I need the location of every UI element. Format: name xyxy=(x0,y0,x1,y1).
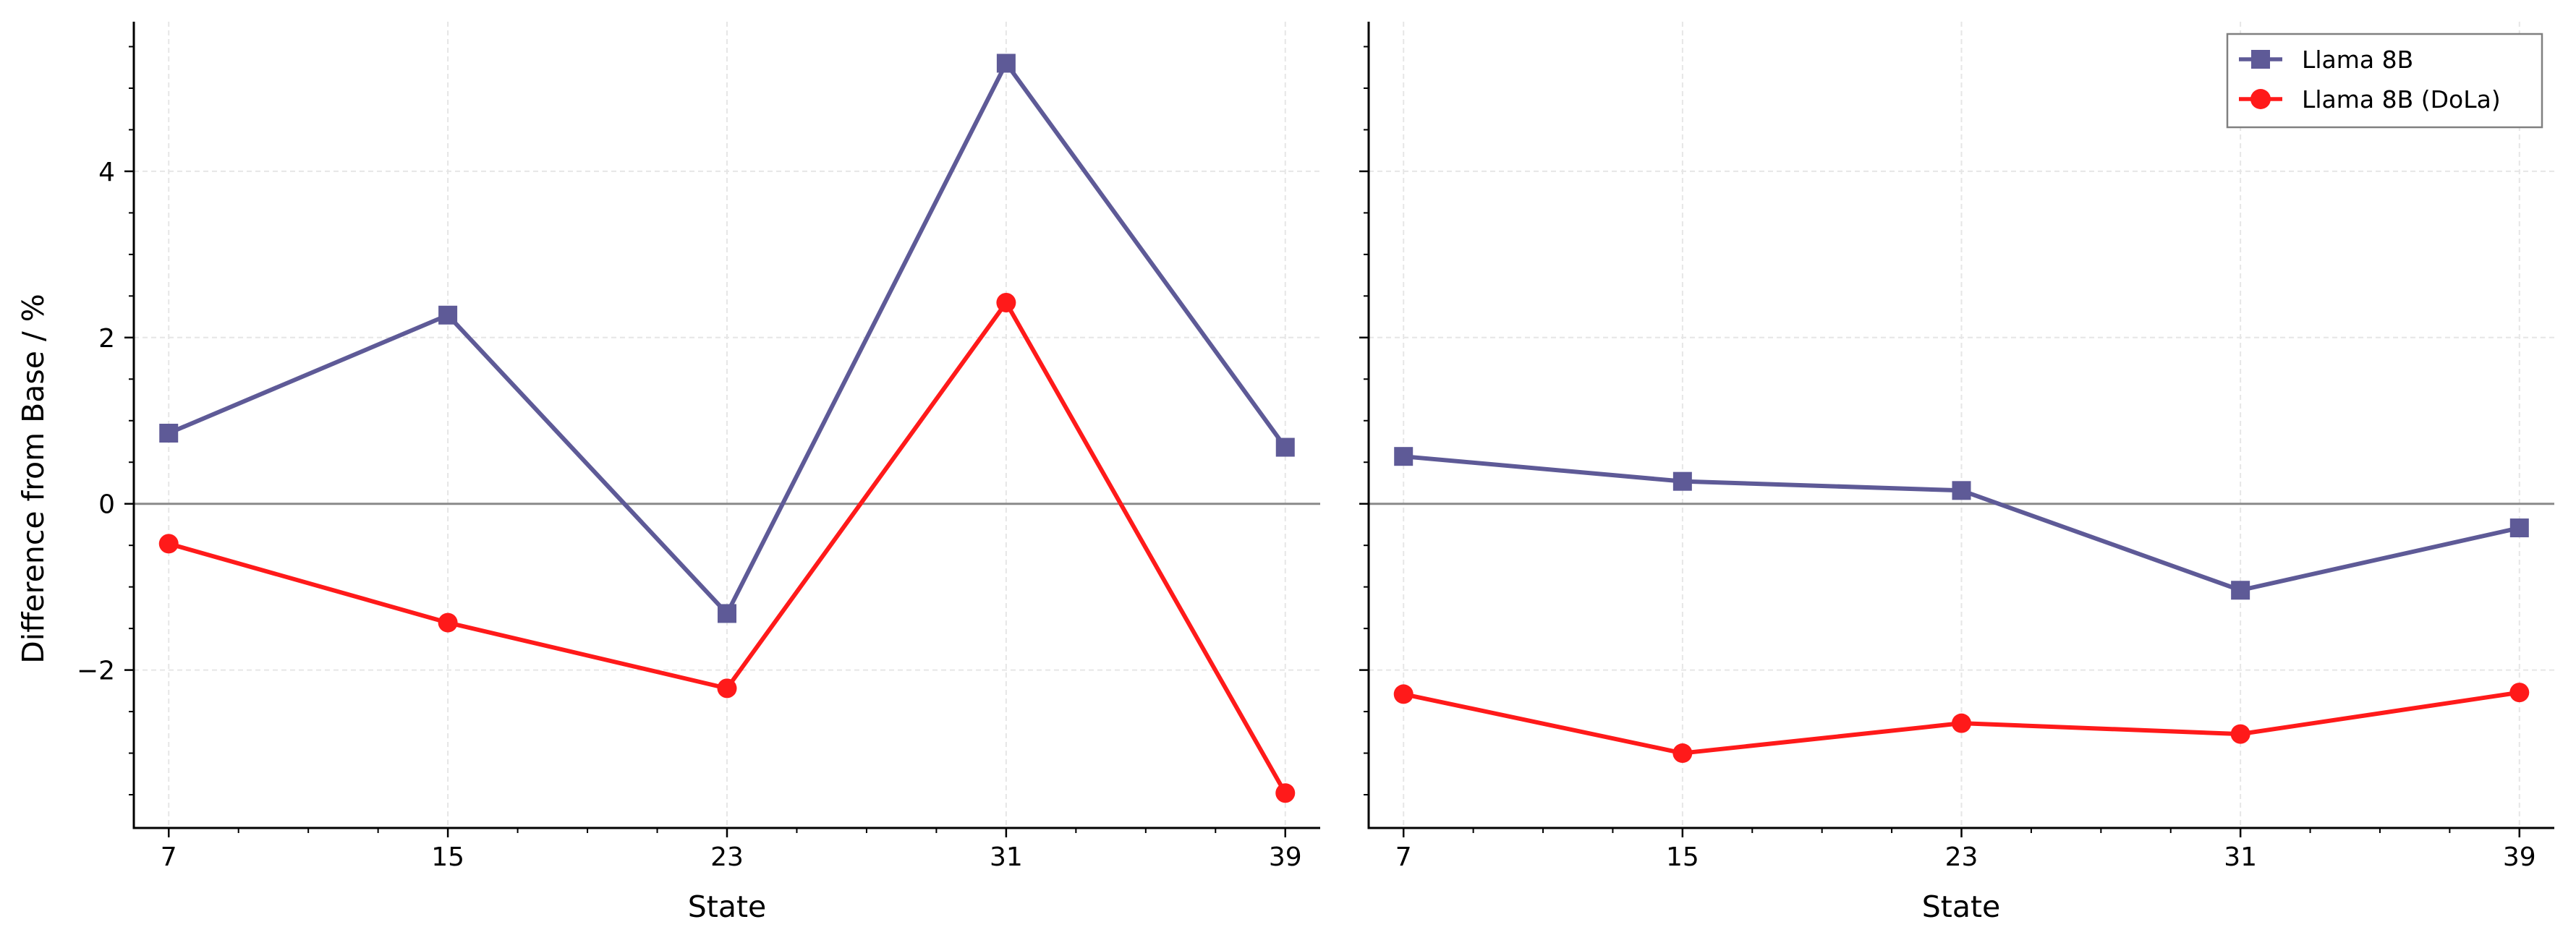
data-point-circle xyxy=(717,678,737,699)
legend-label-llama-8b-dola: Llama 8B (DoLa) xyxy=(2302,85,2501,114)
x-tick-label: 23 xyxy=(1945,842,1978,872)
y-tick-label: −2 xyxy=(77,657,115,686)
data-point-square xyxy=(718,604,736,623)
left-tick-labels: 7 15 23 31 39 −2 0 2 4 xyxy=(77,158,1302,872)
x-tick-label: 15 xyxy=(1666,842,1699,872)
data-point-circle xyxy=(2230,724,2250,744)
x-tick-label: 39 xyxy=(2503,842,2536,872)
y-tick-label: 2 xyxy=(98,324,115,354)
x-tick-label: 7 xyxy=(1395,842,1412,872)
left-series xyxy=(158,54,1296,803)
legend-entry-llama-8b: Llama 8B xyxy=(2239,46,2413,74)
legend-label-llama-8b: Llama 8B xyxy=(2302,46,2413,74)
legend: Llama 8B Llama 8B (DoLa) xyxy=(2226,33,2543,129)
data-point-circle xyxy=(438,612,458,633)
right-series xyxy=(1393,447,2530,764)
y-tick-label: 0 xyxy=(98,490,115,520)
right-tick-labels: 7 15 23 31 39 xyxy=(1395,842,2536,872)
data-point-square xyxy=(159,423,179,443)
left-panel: 7 15 23 31 39 −2 0 2 4 State Difference from Bas… xyxy=(16,22,1320,924)
data-point-circle xyxy=(1275,783,1296,803)
data-point-circle xyxy=(996,293,1016,313)
data-point-square xyxy=(1952,481,1971,500)
x-tick-label: 31 xyxy=(2224,842,2257,872)
data-point-square xyxy=(1394,447,1414,466)
right-axes xyxy=(1359,22,2554,837)
x-tick-label: 7 xyxy=(161,842,177,872)
right-x-axis-label: State xyxy=(1922,889,2001,924)
y-axis-label: Difference from Base / % xyxy=(16,294,51,664)
legend-entry-llama-8b-dola: Llama 8B (DoLa) xyxy=(2239,85,2501,114)
x-tick-label: 31 xyxy=(990,842,1023,872)
left-axes xyxy=(124,22,1320,837)
data-point-square xyxy=(438,305,458,325)
legend-square-marker xyxy=(2251,50,2270,69)
data-point-square xyxy=(1672,471,1692,491)
x-tick-label: 23 xyxy=(710,842,744,872)
data-point-circle xyxy=(1672,743,1693,764)
data-point-circle xyxy=(1393,684,1414,704)
data-point-circle xyxy=(158,534,179,554)
x-tick-label: 39 xyxy=(1269,842,1302,872)
data-point-circle xyxy=(2509,683,2530,703)
x-tick-label: 15 xyxy=(431,842,464,872)
y-tick-label: 4 xyxy=(98,158,115,187)
data-point-square xyxy=(2231,581,2250,600)
left-x-axis-label: State xyxy=(688,889,767,924)
data-point-square xyxy=(1275,437,1295,457)
data-point-square xyxy=(2509,518,2529,538)
data-point-circle xyxy=(1952,713,1971,733)
legend-box xyxy=(2226,33,2543,129)
data-point-square xyxy=(996,54,1016,73)
right-panel: 7 15 23 31 39 State Llama 8B Llama 8B (DoLa) xyxy=(1359,22,2554,924)
legend-circle-marker xyxy=(2250,89,2271,109)
